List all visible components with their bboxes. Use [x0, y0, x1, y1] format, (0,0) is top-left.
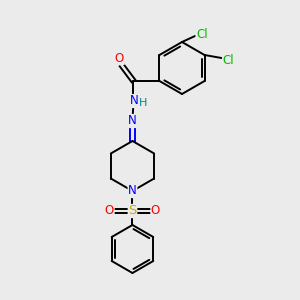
Text: O: O [105, 205, 114, 218]
Text: N: N [128, 184, 137, 197]
Text: Cl: Cl [196, 28, 208, 40]
Text: O: O [151, 205, 160, 218]
Text: S: S [128, 205, 137, 218]
Text: N: N [130, 94, 139, 107]
Text: N: N [128, 115, 137, 128]
Text: O: O [115, 52, 124, 64]
Text: Cl: Cl [223, 53, 234, 67]
Text: H: H [139, 98, 148, 108]
